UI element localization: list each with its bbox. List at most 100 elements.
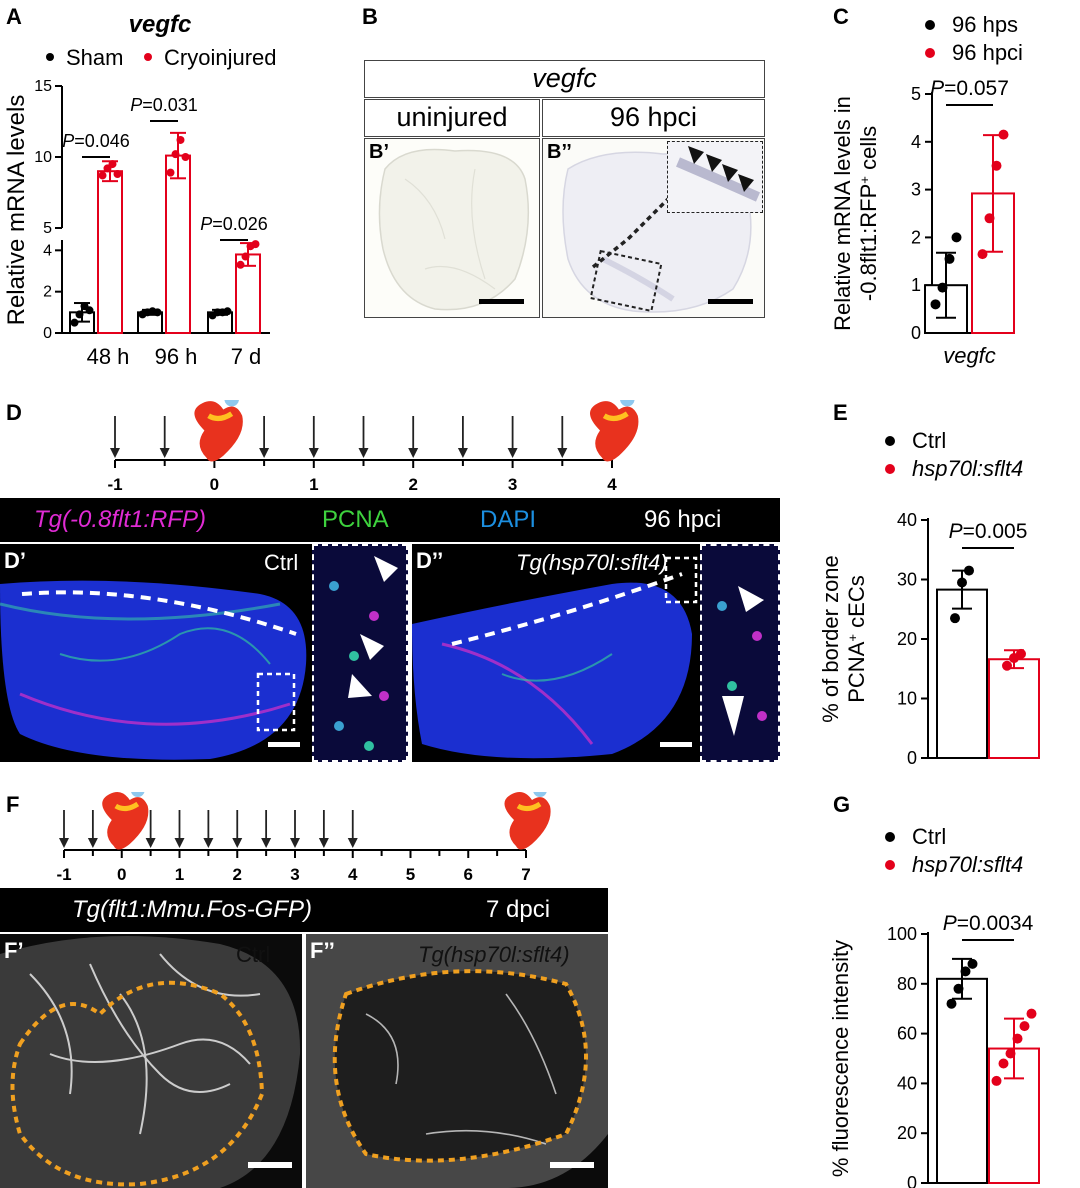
x-category-label: 96 h — [155, 344, 198, 369]
y-tick-label: 0 — [911, 323, 921, 343]
y-tick-label: 5 — [43, 220, 52, 237]
heat-shock-arrowhead — [159, 448, 170, 458]
y-tick-label: 30 — [897, 570, 917, 590]
panel-label-a: A — [6, 4, 22, 29]
wound-outline — [332, 969, 588, 1163]
legend-entry: Sham — [66, 45, 123, 70]
y-tick-label: 3 — [911, 180, 921, 200]
endpoint-heart-icon — [504, 792, 551, 850]
x-category-label: 48 h — [87, 344, 130, 369]
timeline-label: 0 — [117, 865, 126, 884]
y-tick-label: 40 — [897, 510, 917, 530]
y-axis-label-line2: PCNA+ cECs — [844, 575, 869, 703]
chart-title: vegfc — [129, 11, 192, 38]
heat-shock-arrowhead — [347, 838, 358, 848]
border-zone-line — [21, 590, 297, 636]
timeline-label: 5 — [406, 865, 415, 884]
heat-shock-arrowhead — [457, 448, 468, 458]
data-point — [998, 1058, 1009, 1069]
data-point — [108, 160, 117, 169]
y-tick-label: 4 — [43, 242, 52, 259]
timeline-label: 1 — [309, 475, 318, 494]
chart-g: Ctrl hsp70l:sflt4 0 20 40 60 80 100 % fluorescen… — [828, 824, 1040, 1188]
panel-label-f1: F’ — [4, 938, 24, 963]
panel-label-f: F — [6, 792, 20, 817]
data-point — [946, 998, 957, 1009]
heat-shock-arrowhead — [358, 448, 369, 458]
heat-shock-arrowhead — [145, 838, 156, 848]
inset-d2-cells — [717, 586, 767, 736]
scale-bar — [708, 299, 753, 304]
fluorescence-section-sflt4 — [412, 556, 698, 759]
injury-heart-icon — [194, 400, 243, 462]
legend-entry: 96 hpci — [952, 40, 1023, 65]
timeline-label: 1 — [175, 865, 184, 884]
data-point — [153, 308, 162, 317]
heart-section-uninjured — [378, 148, 530, 311]
timeline-f: -1 0 1 2 3 4 5 6 7 — [56, 792, 551, 884]
scale-bar — [248, 1162, 292, 1168]
y-axis-label-line1: Relative mRNA levels in — [830, 96, 855, 331]
y-tick-label: 4 — [911, 132, 921, 152]
y-tick-label: 10 — [897, 689, 917, 709]
bar — [971, 192, 1015, 334]
timeline-label: 7 — [521, 865, 530, 884]
data-point — [1026, 1008, 1037, 1019]
panel-label-d1: D’ — [4, 548, 26, 573]
inset-d1 — [312, 544, 408, 762]
legend-entry: hsp70l:sflt4 — [912, 456, 1023, 481]
micrograph-f2: F’’ Tg(hsp70l:sflt4) — [306, 934, 608, 1188]
micrograph-d2: D’’ Tg(hsp70l:sflt4) — [412, 544, 780, 762]
panel-f-label-bar: Tg(flt1:Mmu.Fos-GFP) 7 dpci — [0, 888, 608, 932]
panel-label-b2: B’’ — [547, 141, 572, 163]
data-point — [1016, 648, 1026, 659]
inset-magnified — [667, 141, 763, 213]
heat-shock-arrowhead — [203, 838, 214, 848]
p-value: P=0.026 — [200, 214, 268, 234]
data-point — [70, 318, 79, 327]
legend-marker — [885, 860, 895, 870]
p-value: P=0.031 — [130, 95, 198, 115]
data-point — [991, 1075, 1002, 1086]
y-tick-label: 0 — [907, 1173, 917, 1188]
p-value: P=0.005 — [949, 520, 1028, 543]
vessel-image-ctrl — [0, 936, 301, 1188]
data-point — [241, 252, 250, 261]
heat-shock-arrowhead — [87, 838, 98, 848]
timeline-label: 2 — [233, 865, 242, 884]
data-point — [1012, 1033, 1023, 1044]
y-tick-label: 20 — [897, 1123, 917, 1143]
data-point — [937, 282, 948, 293]
panel-label-b1: B’ — [369, 141, 389, 163]
y-tick-label: 2 — [911, 227, 921, 247]
data-point — [223, 307, 232, 316]
label-dapi: DAPI — [480, 506, 537, 533]
timeline-d: -1 0 1 2 3 4 — [107, 400, 639, 494]
legend-marker — [885, 832, 895, 842]
y-tick-label: 0 — [907, 748, 917, 768]
data-point — [957, 577, 967, 588]
legend-marker — [925, 20, 935, 30]
legend-marker — [885, 464, 895, 474]
data-point — [950, 613, 960, 624]
timeline-label: 4 — [348, 865, 358, 884]
scale-bar — [660, 742, 692, 747]
x-category-label: 7 d — [231, 344, 262, 369]
bar — [988, 1047, 1040, 1185]
timeline-label: 4 — [607, 475, 617, 494]
data-point — [951, 232, 962, 243]
timeline-label: 6 — [464, 865, 473, 884]
timeline-label: -1 — [56, 865, 71, 884]
heat-shock-arrowhead — [110, 448, 120, 458]
panel-label-g: G — [833, 792, 851, 817]
data-point — [176, 135, 185, 144]
fluorescence-section-ctrl — [0, 580, 307, 760]
bar — [936, 588, 988, 759]
injury-heart-icon — [102, 792, 149, 850]
data-point — [977, 249, 988, 260]
data-point — [166, 168, 175, 177]
panel-b-left-label-box: uninjured — [364, 99, 540, 137]
panel-b-left-label: uninjured — [396, 102, 508, 132]
data-point — [113, 170, 122, 179]
